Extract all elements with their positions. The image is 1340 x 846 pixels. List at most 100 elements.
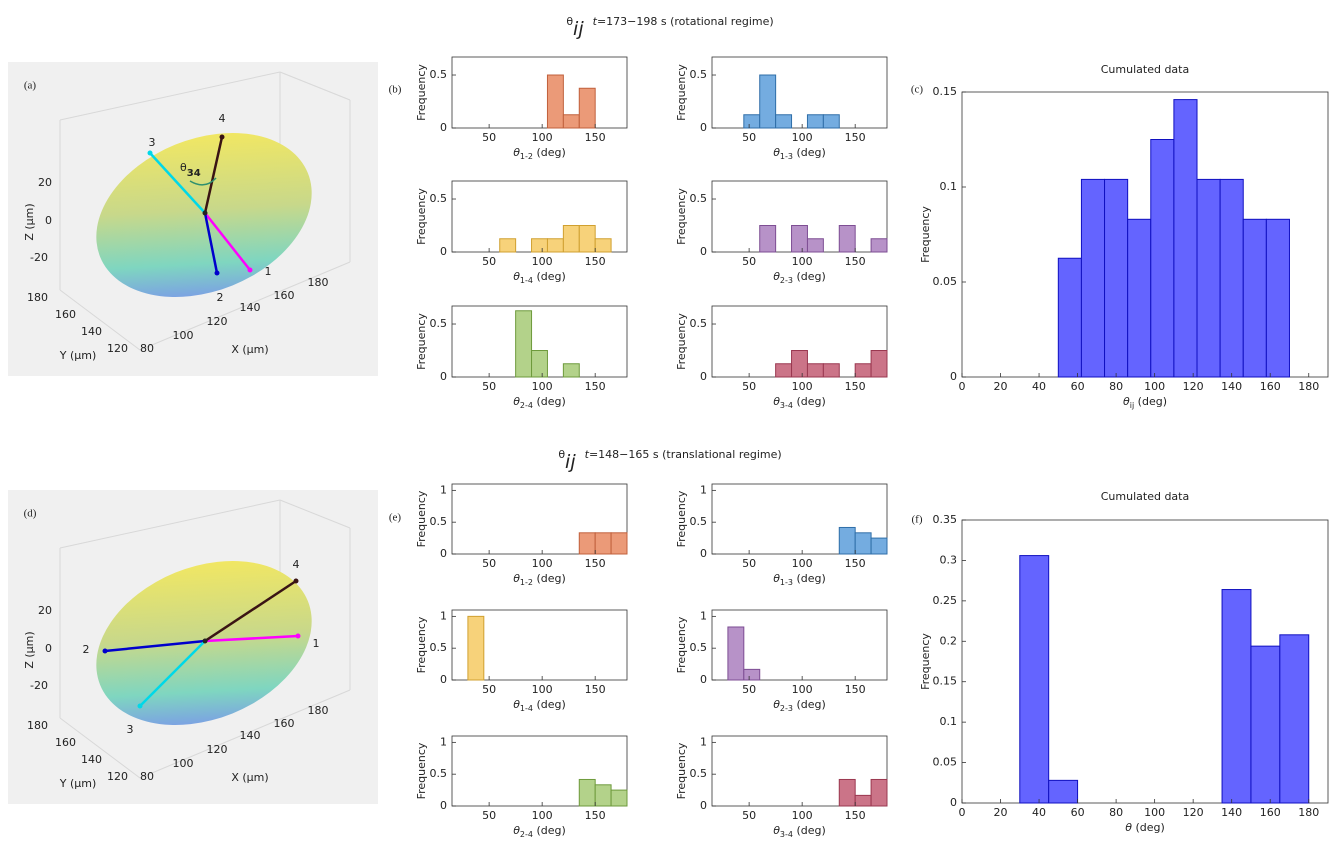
- y-tick-label: 0: [700, 547, 707, 560]
- bar: [594, 238, 612, 253]
- vector-tip: [293, 578, 299, 584]
- x-tick-label: 160: [274, 289, 295, 302]
- axis-box-line: [59, 499, 281, 549]
- bar: [1127, 218, 1152, 378]
- panel-label: (f): [912, 514, 923, 526]
- x-tick-label: 60: [1071, 806, 1085, 819]
- heading-part: t: [593, 15, 598, 28]
- y-tick-label: 0: [700, 799, 707, 812]
- bar: [1265, 218, 1290, 378]
- x-axis-label: θ1-3 (deg): [773, 146, 826, 161]
- axis-box-line: [139, 261, 351, 351]
- x-axis-label-part: (deg): [533, 270, 566, 283]
- x-axis-label-part: θ: [773, 270, 780, 283]
- vector-label: 4: [219, 112, 226, 125]
- bar: [594, 532, 612, 555]
- plot-area: [711, 56, 888, 129]
- x-axis-label: θ1-4 (deg): [513, 270, 566, 285]
- x-tick-label: 80: [1109, 380, 1123, 393]
- y-tick-label: 0.2: [940, 634, 958, 647]
- y-tick-label: 0: [700, 245, 707, 258]
- x-tick-label: 100: [173, 757, 194, 770]
- bar: [854, 532, 872, 555]
- y-tick-label: 0.05: [933, 756, 958, 769]
- heading: θij t=148−165 s (translational regime): [558, 448, 781, 473]
- vector: [204, 212, 251, 271]
- bar: [578, 225, 596, 253]
- bar: [727, 626, 745, 681]
- bar: [499, 238, 517, 253]
- x-tick-label: 100: [532, 380, 553, 393]
- x-axis-label-part: θ: [513, 698, 520, 711]
- y-axis-label: Y (μm): [59, 777, 97, 790]
- vector-tip: [247, 267, 253, 273]
- axis-box-line: [139, 689, 351, 779]
- vector-label: 1: [265, 265, 272, 278]
- vector-tip: [102, 648, 108, 654]
- y-tick-label: 0.5: [690, 767, 708, 780]
- x-tick-label: 80: [1109, 806, 1123, 819]
- y-tick-label: 0: [700, 673, 707, 686]
- x-tick-label: 100: [173, 329, 194, 342]
- vector-tip: [219, 134, 225, 140]
- axis-box-line: [59, 289, 141, 351]
- y-tick-label: 0.5: [430, 317, 448, 330]
- y-tick-label: 0: [440, 673, 447, 686]
- x-tick-label: 40: [1032, 380, 1046, 393]
- bar: [562, 363, 580, 378]
- x-tick-label: 150: [585, 683, 606, 696]
- y-tick-label: 0.05: [933, 275, 958, 288]
- x-axis-label: θ2-4 (deg): [513, 824, 566, 839]
- bar: [870, 350, 888, 378]
- x-tick-label: 100: [532, 255, 553, 268]
- x-axis-label-part: θ: [513, 270, 520, 283]
- panel-label: (e): [389, 512, 402, 524]
- panel-label: (d): [24, 508, 37, 520]
- bar: [578, 532, 596, 555]
- axis-box-line: [59, 71, 281, 121]
- x-axis-label-part: (deg): [533, 698, 566, 711]
- x-axis-label-part: 3-4: [780, 401, 793, 410]
- x-tick-label: 150: [845, 557, 866, 570]
- y-tick-label: 0.5: [430, 515, 448, 528]
- vector-label: 4: [293, 558, 300, 571]
- x-tick-label: 60: [1071, 380, 1085, 393]
- x-tick-label: 180: [1298, 380, 1319, 393]
- y-tick-label: 0: [440, 245, 447, 258]
- y-tick-label: 120: [107, 770, 128, 783]
- bar: [759, 74, 777, 129]
- axis-box-line: [279, 71, 351, 101]
- bar: [1057, 257, 1082, 378]
- x-axis-label-part: 2-3: [780, 704, 793, 713]
- x-axis-label: θij (deg): [1123, 395, 1167, 410]
- y-tick-label: 180: [27, 291, 48, 304]
- x-tick-label: 100: [792, 809, 813, 822]
- x-tick-label: 100: [792, 683, 813, 696]
- x-tick-label: 50: [742, 255, 756, 268]
- x-tick-label: 20: [994, 806, 1008, 819]
- bar: [578, 778, 596, 807]
- y-tick-label: 0.5: [690, 515, 708, 528]
- y-tick-label: 0.5: [430, 192, 448, 205]
- z-tick-label: 20: [38, 176, 52, 189]
- x-tick-label: 120: [207, 315, 228, 328]
- x-axis-label-part: θ: [1123, 395, 1130, 408]
- y-tick-label: 0.5: [430, 641, 448, 654]
- heading-part: =148−165 s (translational regime): [589, 448, 782, 461]
- vector-label: 1: [313, 637, 320, 650]
- heading-part: ij: [565, 451, 576, 473]
- y-tick-label: 0: [950, 370, 957, 383]
- chart-title: Cumulated data: [1101, 63, 1189, 76]
- x-tick-label: 150: [585, 380, 606, 393]
- vector-label: 2: [83, 643, 90, 656]
- x-axis-label: θ1-4 (deg): [513, 698, 566, 713]
- vector: [149, 152, 206, 214]
- bar: [791, 225, 808, 253]
- angle-label: θ34: [180, 161, 201, 179]
- y-tick-label: 0.5: [690, 192, 708, 205]
- bar: [854, 363, 872, 378]
- bar: [1219, 178, 1244, 378]
- y-tick-label: 0.35: [933, 513, 958, 526]
- x-axis-label: θ1-2 (deg): [513, 146, 566, 161]
- y-tick-label: 180: [27, 719, 48, 732]
